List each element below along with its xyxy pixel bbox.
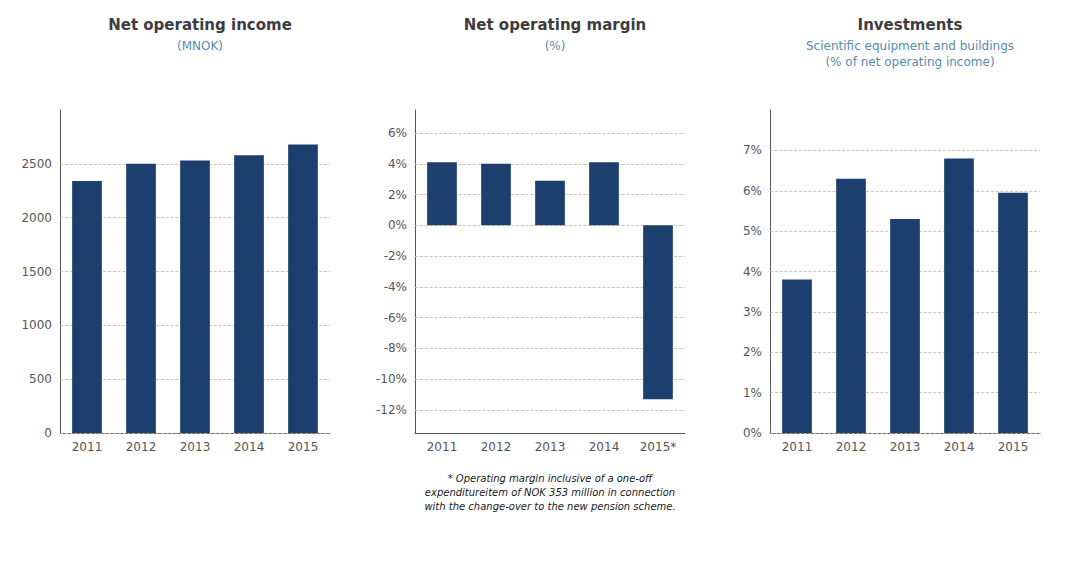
svg-text:* Operating margin inclusive o: * Operating margin inclusive of a one-of… [448,473,654,484]
svg-text:with the change-over to the ne: with the change-over to the new pension … [424,501,675,512]
svg-text:Net operating income: Net operating income [108,16,292,34]
svg-text:2014: 2014 [234,440,265,454]
svg-text:4%: 4% [388,157,407,171]
svg-text:2500: 2500 [21,157,52,171]
svg-text:1000: 1000 [21,318,52,332]
svg-text:2011: 2011 [782,440,813,454]
svg-text:Scientific equipment and build: Scientific equipment and buildings [806,39,1014,53]
svg-text:2015: 2015 [288,440,319,454]
svg-text:2012: 2012 [126,440,157,454]
svg-text:2012: 2012 [481,440,512,454]
svg-text:2013: 2013 [535,440,566,454]
svg-text:2013: 2013 [890,440,921,454]
svg-text:(% of net operating income): (% of net operating income) [825,55,994,69]
svg-text:2%: 2% [388,188,407,202]
svg-text:Investments: Investments [858,16,963,34]
svg-text:2013: 2013 [180,440,211,454]
svg-text:2011: 2011 [72,440,103,454]
svg-text:2012: 2012 [836,440,867,454]
svg-text:2000: 2000 [21,211,52,225]
svg-text:500: 500 [29,372,52,386]
svg-text:5%: 5% [743,224,762,238]
svg-text:(%): (%) [545,39,566,53]
svg-text:4%: 4% [743,265,762,279]
svg-text:0%: 0% [388,218,407,232]
svg-text:-6%: -6% [384,311,407,325]
svg-text:-8%: -8% [384,341,407,355]
svg-text:-2%: -2% [384,249,407,263]
svg-text:2011: 2011 [427,440,458,454]
svg-text:-12%: -12% [376,403,407,417]
svg-text:2015: 2015 [998,440,1029,454]
svg-text:expenditureitem of NOK 353 mil: expenditureitem of NOK 353 million in co… [425,487,675,498]
svg-text:Net operating margin: Net operating margin [464,16,647,34]
svg-text:2%: 2% [743,345,762,359]
svg-text:2015*: 2015* [640,440,677,454]
svg-text:6%: 6% [388,126,407,140]
svg-text:6%: 6% [743,184,762,198]
svg-text:3%: 3% [743,305,762,319]
svg-text:(MNOK): (MNOK) [177,39,223,53]
svg-text:1%: 1% [743,386,762,400]
svg-text:-4%: -4% [384,280,407,294]
svg-text:1500: 1500 [21,265,52,279]
svg-text:2014: 2014 [589,440,620,454]
svg-text:-10%: -10% [376,372,407,386]
svg-text:2014: 2014 [944,440,975,454]
svg-text:7%: 7% [743,143,762,157]
svg-text:0: 0 [44,426,52,440]
svg-text:0%: 0% [743,426,762,440]
